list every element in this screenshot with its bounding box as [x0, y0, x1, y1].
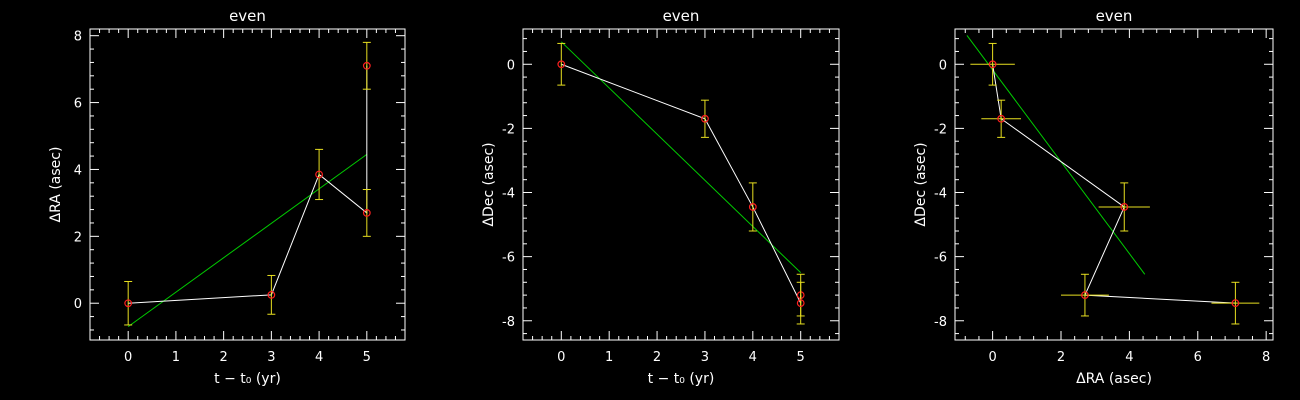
- x-tick-label: 5: [363, 350, 371, 365]
- plot-frame: [89, 28, 406, 341]
- y-tick-label: 0: [507, 58, 515, 73]
- x-tick-label: 3: [701, 350, 709, 365]
- y-tick-label: 6: [74, 97, 82, 112]
- x-axis-label: t − t₀ (yr): [648, 371, 715, 387]
- x-tick-label: 0: [988, 350, 996, 365]
- y-tick-label: -6: [934, 251, 947, 266]
- fit-line: [127, 153, 368, 328]
- data-point: [1120, 203, 1129, 211]
- fit-line: [966, 35, 1146, 275]
- data-point: [315, 170, 323, 179]
- data-point: [1231, 299, 1240, 308]
- plot-frame: [954, 28, 1274, 341]
- data-point: [997, 114, 1006, 123]
- x-tick-label: 2: [653, 350, 661, 365]
- x-tick-label: 0: [557, 350, 565, 365]
- data-point: [1081, 291, 1089, 300]
- data-point: [701, 114, 709, 123]
- x-tick-label: 2: [1057, 350, 1065, 365]
- data-point: [748, 203, 757, 211]
- panel-title: even: [663, 7, 700, 25]
- panel-title: even: [1096, 7, 1133, 25]
- y-tick-label: -4: [502, 187, 515, 202]
- y-tick-label: 0: [939, 58, 947, 73]
- y-tick-label: -4: [934, 187, 947, 202]
- x-axis-label: ΔRA (asec): [1076, 371, 1152, 387]
- y-axis-label: ΔDec (asec): [481, 142, 497, 226]
- y-tick-label: -2: [934, 122, 947, 137]
- data-point: [557, 60, 566, 69]
- x-tick-label: 8: [1262, 350, 1270, 365]
- x-tick-label: 1: [172, 350, 180, 365]
- data-point: [362, 61, 371, 70]
- y-tick-label: -8: [502, 315, 515, 330]
- data-layer: [557, 41, 805, 325]
- x-tick-label: 1: [605, 350, 613, 365]
- data-layer: [966, 35, 1260, 325]
- data-point: [796, 299, 805, 308]
- y-tick-label: 4: [74, 163, 82, 178]
- y-tick-label: 0: [74, 297, 82, 312]
- y-tick-label: -2: [502, 122, 515, 137]
- y-axis-label: ΔRA (asec): [48, 147, 64, 223]
- data-point: [362, 209, 371, 217]
- data-point: [988, 60, 997, 69]
- x-tick-label: 4: [749, 350, 757, 365]
- y-tick-label: -8: [934, 315, 947, 330]
- y-tick-label: -6: [502, 251, 515, 266]
- x-tick-label: 4: [315, 350, 323, 365]
- x-tick-label: 4: [1125, 350, 1133, 365]
- x-tick-label: 6: [1194, 350, 1202, 365]
- data-layer: [124, 41, 371, 328]
- panel-title: even: [229, 7, 266, 25]
- x-axis-label: t − t₀ (yr): [214, 371, 281, 387]
- data-point: [124, 299, 133, 308]
- panel-3: 0 2 4 6 8 -8 -6 -4 -2 0 even ΔRA (asec) ΔDec (asec): [913, 7, 1274, 387]
- y-axis-label: ΔDec (asec): [913, 142, 929, 226]
- fit-line: [560, 41, 802, 274]
- data-line: [561, 63, 802, 304]
- data-point: [267, 290, 276, 299]
- data-line: [128, 65, 368, 304]
- x-tick-label: 5: [797, 350, 805, 365]
- x-tick-label: 2: [219, 350, 227, 365]
- data-line: [992, 64, 1236, 304]
- y-tick-label: 8: [74, 30, 82, 45]
- x-tick-label: 0: [124, 350, 132, 365]
- panel-1: 0 1 2 3 4 5 0 2 4 6 8 even t − t₀ (yr) ΔRA (asec): [48, 7, 406, 387]
- panel-2: 0 1 2 3 4 5 -8 -6 -4 -2 0 even t − t₀ (yr) ΔDec (asec…: [481, 7, 840, 387]
- plot-frame: [522, 28, 840, 341]
- y-tick-label: 2: [74, 230, 82, 245]
- x-tick-label: 3: [267, 350, 275, 365]
